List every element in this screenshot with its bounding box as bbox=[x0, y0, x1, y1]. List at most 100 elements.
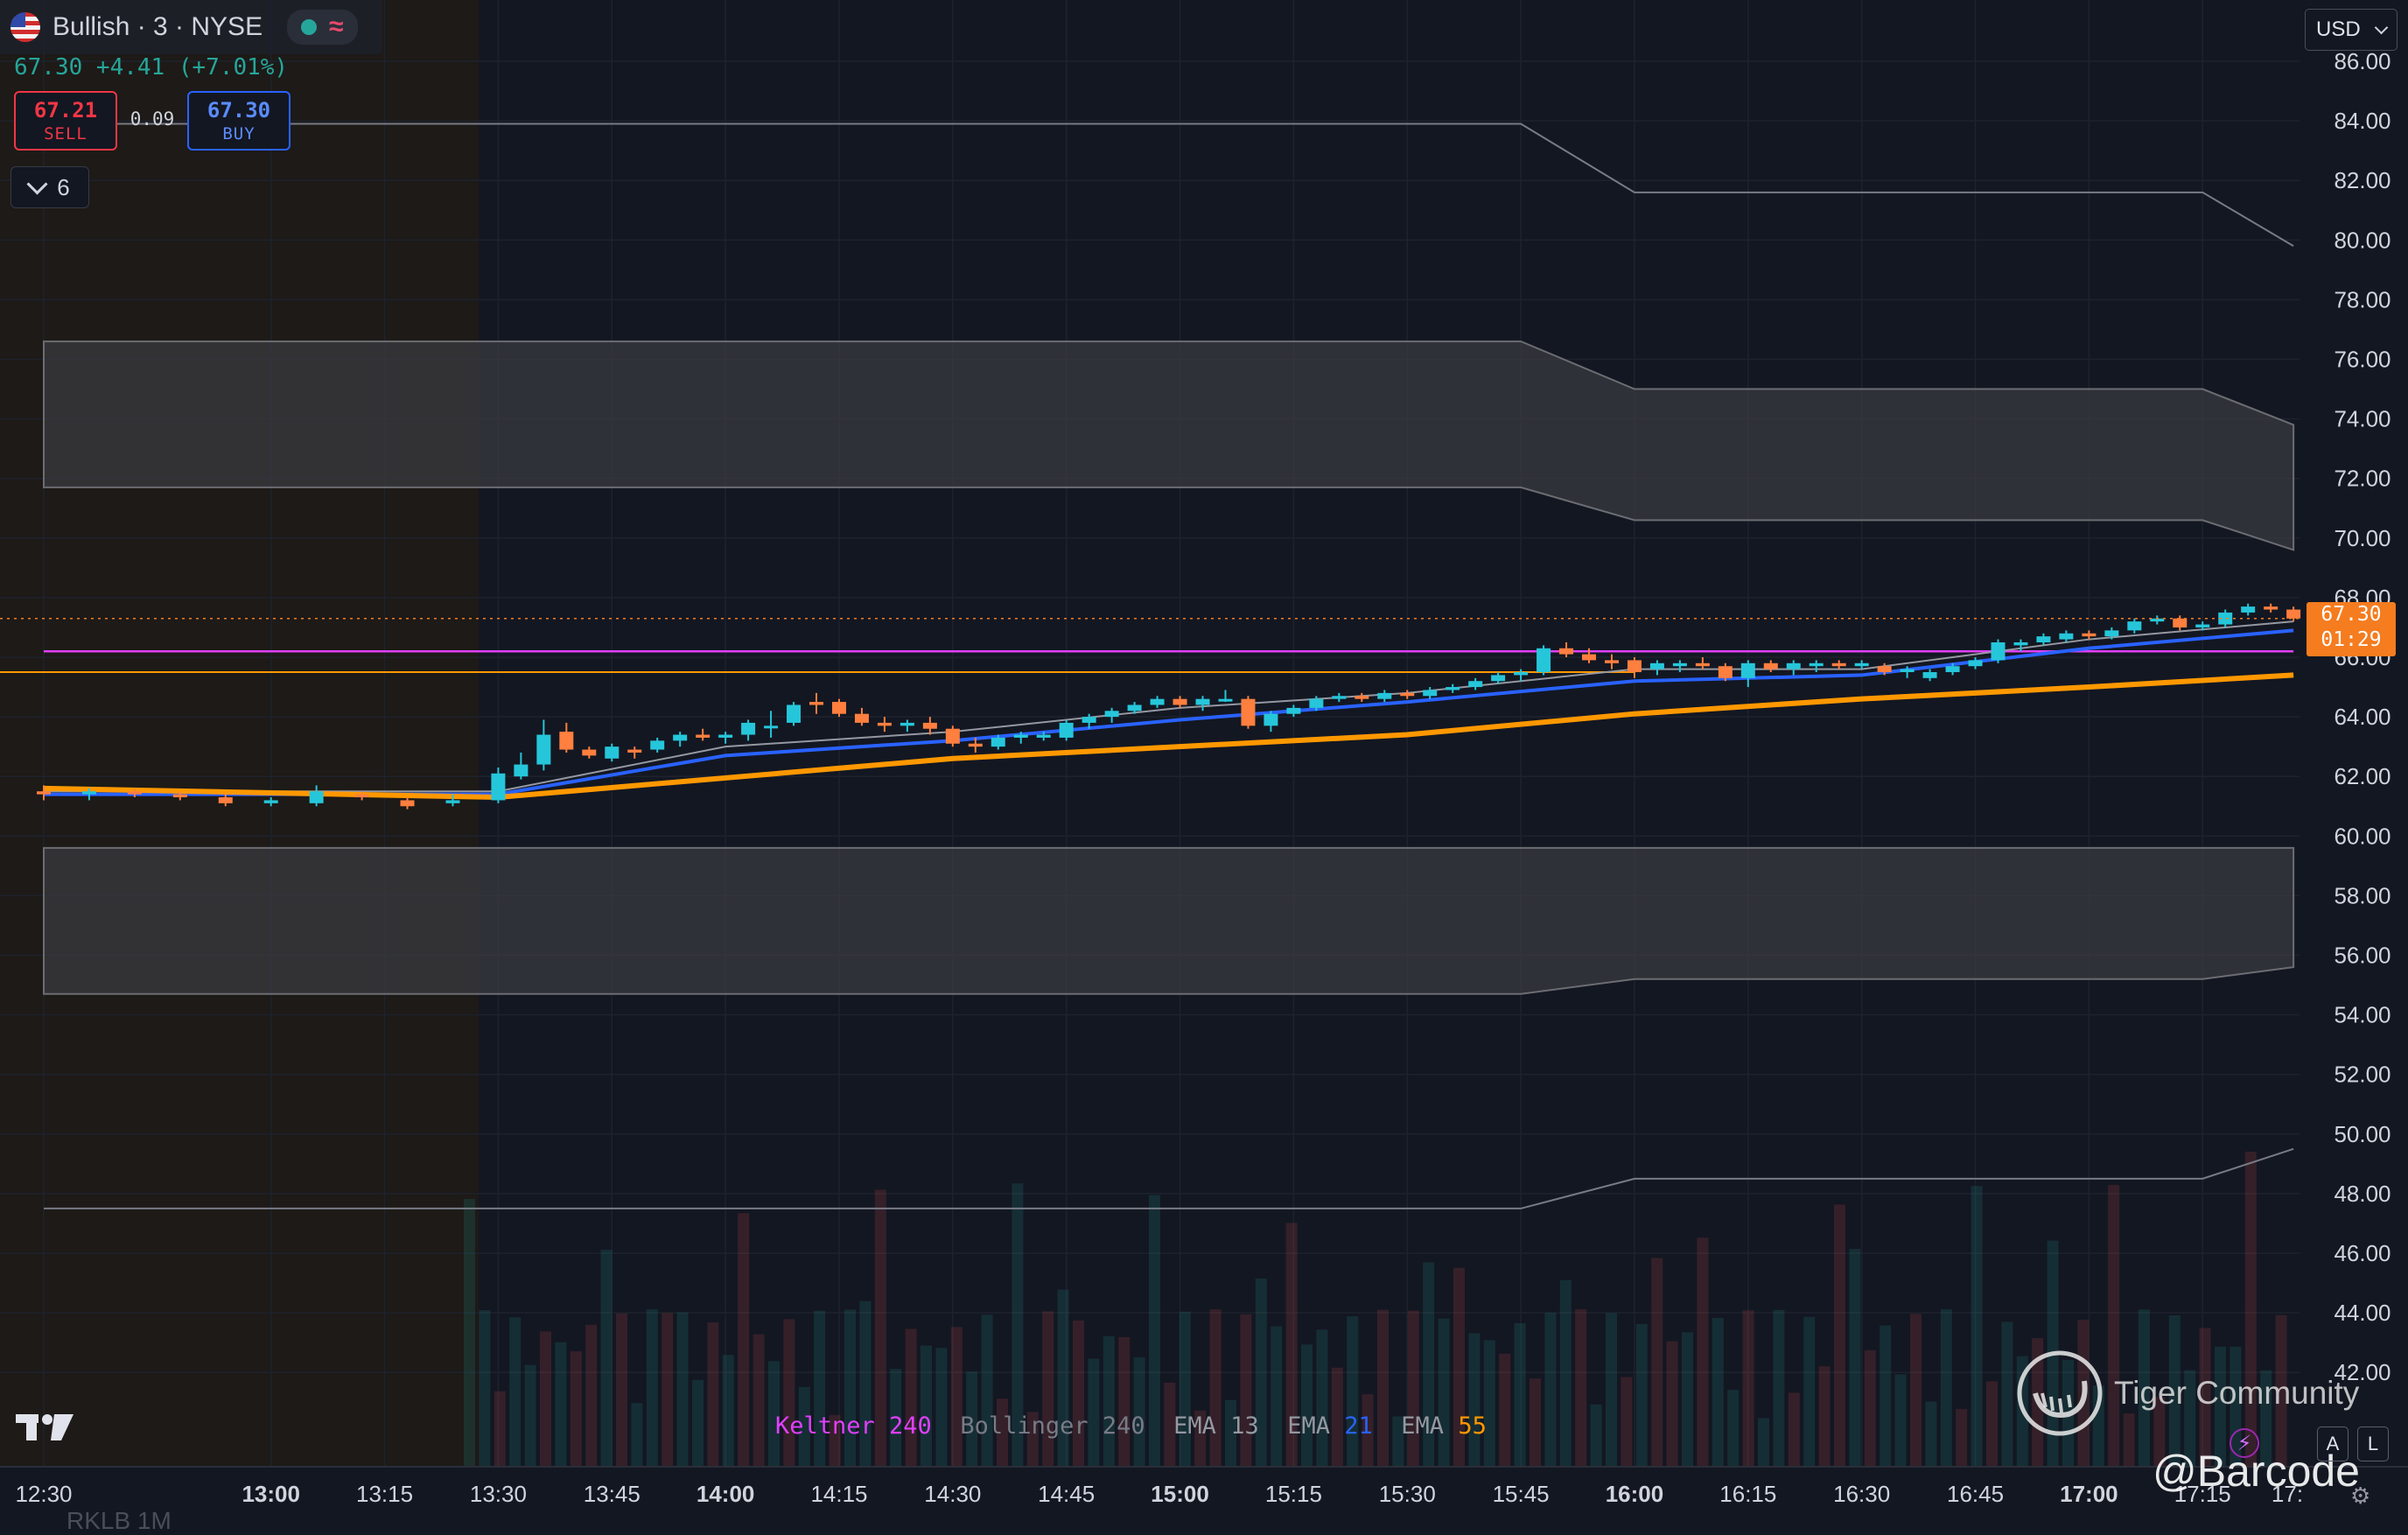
volume-bar bbox=[600, 1250, 612, 1467]
candle-body bbox=[1968, 660, 1983, 667]
volume-bar bbox=[1666, 1341, 1678, 1467]
buy-button[interactable]: 67.30 BUY bbox=[187, 91, 290, 151]
candle-body bbox=[1013, 734, 1028, 738]
candle-body bbox=[1354, 696, 1369, 699]
log-scale-button[interactable]: L bbox=[2357, 1426, 2389, 1461]
volume-bar bbox=[1285, 1223, 1298, 1467]
volume-bar bbox=[1057, 1289, 1069, 1467]
volume-bar bbox=[1316, 1329, 1328, 1467]
currency-select[interactable]: USD bbox=[2305, 9, 2398, 51]
volume-bar bbox=[890, 1369, 902, 1467]
volume-bar bbox=[950, 1327, 962, 1467]
tradingview-logo-icon[interactable] bbox=[16, 1411, 74, 1448]
volume-bar bbox=[1423, 1262, 1435, 1467]
volume-bar bbox=[981, 1314, 993, 1467]
candle-body bbox=[2195, 624, 2210, 627]
candle-body bbox=[1468, 681, 1483, 688]
candle-body bbox=[1991, 641, 2006, 661]
indicators-toggle-button[interactable]: 6 bbox=[10, 166, 89, 208]
candle-body bbox=[1900, 669, 1914, 673]
candle-body bbox=[696, 734, 710, 738]
candle-body bbox=[1809, 662, 1824, 667]
candle-body bbox=[1945, 666, 1960, 673]
volume-bar bbox=[1209, 1309, 1222, 1467]
volume-bar bbox=[1590, 1404, 1602, 1467]
candle-body bbox=[1536, 648, 1551, 673]
price-axis-label: 42.00 bbox=[2334, 1359, 2390, 1385]
auto-scale-button[interactable]: A bbox=[2317, 1426, 2348, 1461]
candle-body bbox=[1877, 666, 1892, 673]
volume-bar bbox=[920, 1345, 932, 1467]
volume-bar bbox=[2275, 1314, 2287, 1467]
time-axis-label: 16:15 bbox=[1719, 1481, 1776, 1507]
volume-bar bbox=[1255, 1278, 1267, 1467]
volume-bar bbox=[1651, 1258, 1663, 1467]
candle-body bbox=[809, 702, 824, 705]
price-axis-label: 52.00 bbox=[2334, 1062, 2390, 1088]
volume-bar bbox=[844, 1309, 856, 1467]
candle-body bbox=[1446, 687, 1460, 690]
chevron-down-icon bbox=[2374, 20, 2389, 34]
sell-price: 67.21 bbox=[33, 98, 98, 123]
settings-gear-icon[interactable]: ⚙ bbox=[2350, 1482, 2371, 1509]
volume-bar bbox=[2108, 1185, 2120, 1467]
legend-param: 240 bbox=[889, 1412, 961, 1440]
volume-bar bbox=[494, 1391, 506, 1467]
time-axis-label: 16:30 bbox=[1833, 1481, 1890, 1507]
ema-55-line bbox=[43, 672, 2294, 801]
volume-bar bbox=[1986, 1381, 1998, 1467]
volume-bar bbox=[1849, 1249, 1861, 1467]
volume-bar bbox=[1149, 1195, 1160, 1467]
volume-bar bbox=[2138, 1309, 2150, 1467]
bollinger-outer-lower bbox=[44, 1147, 2294, 1209]
time-axis-label: 13:30 bbox=[470, 1481, 527, 1507]
volume-bar bbox=[1940, 1309, 1952, 1467]
volume-bar bbox=[509, 1317, 522, 1467]
sell-button[interactable]: 67.21 SELL bbox=[14, 91, 117, 151]
candle-body bbox=[2286, 609, 2301, 619]
volume-bar bbox=[798, 1386, 810, 1467]
volume-bar bbox=[1133, 1357, 1145, 1467]
volume-bar bbox=[662, 1313, 674, 1467]
time-axis-label: 14:15 bbox=[810, 1481, 867, 1507]
volume-bar bbox=[1758, 1418, 1769, 1467]
candle-body bbox=[1740, 662, 1755, 678]
candle-body bbox=[263, 800, 278, 803]
candle-body bbox=[787, 704, 802, 723]
volume-bar bbox=[1179, 1311, 1191, 1467]
us-flag-icon bbox=[10, 12, 40, 42]
symbol-header[interactable]: Bullish · 3 · NYSE ≈ bbox=[0, 0, 382, 54]
indicator-legend[interactable]: Keltner 240 Bollinger 240 EMA 13 EMA 21 … bbox=[775, 1412, 1487, 1440]
volume-bar bbox=[859, 1300, 872, 1467]
tiger-community-watermark: Tiger Community bbox=[2016, 1349, 2359, 1437]
candle-body bbox=[1377, 692, 1392, 699]
volume-bar bbox=[2001, 1321, 2013, 1467]
candle-body bbox=[1309, 698, 1324, 708]
volume-bar bbox=[2244, 1152, 2257, 1467]
legend-name: EMA bbox=[1287, 1412, 1345, 1440]
volume-bar bbox=[1438, 1318, 1450, 1467]
market-status-pill[interactable]: ≈ bbox=[287, 10, 358, 45]
candle-body bbox=[2264, 606, 2278, 610]
volume-bar bbox=[1910, 1314, 1922, 1467]
time-axis-label: 12:30 bbox=[15, 1481, 72, 1507]
volume-bar bbox=[1347, 1316, 1359, 1467]
price-axis-label: 48.00 bbox=[2334, 1181, 2390, 1207]
volume-bar bbox=[1606, 1313, 1617, 1467]
volume-bar bbox=[2153, 1397, 2166, 1467]
time-axis-label: 17: bbox=[2272, 1481, 2303, 1507]
volume-bar bbox=[1225, 1399, 1236, 1467]
candle-body bbox=[1286, 707, 1301, 714]
candle-body bbox=[81, 791, 96, 795]
lightning-icon[interactable]: ⚡ bbox=[2230, 1428, 2259, 1458]
candle-body bbox=[1127, 704, 1142, 711]
candle-body bbox=[582, 749, 597, 756]
volume-bar bbox=[1530, 1378, 1541, 1467]
volume-bar bbox=[1377, 1309, 1389, 1467]
pre-session-shade bbox=[0, 0, 480, 1467]
candle-body bbox=[1195, 698, 1210, 705]
volume-bar bbox=[1301, 1344, 1312, 1467]
candle-body bbox=[1150, 698, 1165, 705]
volume-bar bbox=[1164, 1383, 1176, 1467]
